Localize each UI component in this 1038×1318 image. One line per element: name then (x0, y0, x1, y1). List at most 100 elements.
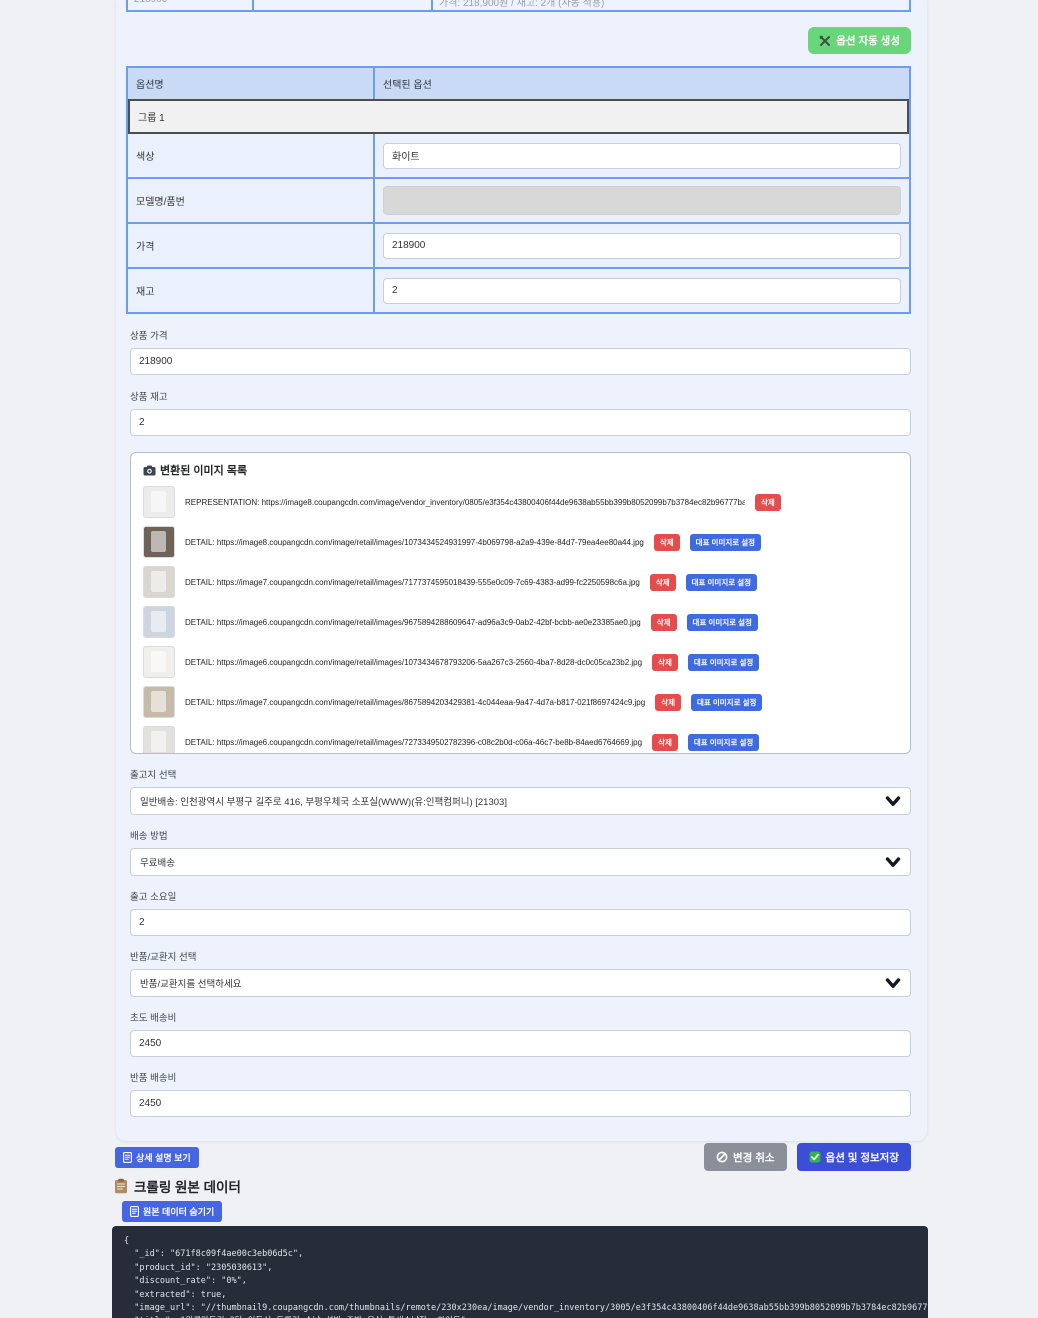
crawl-data-heading: 크롤링 원본 데이터 (114, 1176, 241, 1196)
image-url-text: DETAIL: https://image6.coupangcdn.com/im… (185, 737, 643, 747)
delete-image-button[interactable]: 삭제 (652, 733, 678, 751)
delete-image-button[interactable]: 삭제 (755, 493, 781, 511)
save-options-button[interactable]: 옵션 및 정보저장 (796, 1143, 911, 1171)
shipping-field: 배송 방법 무료배송 (130, 828, 911, 876)
image-url-text: DETAIL: https://image7.coupangcdn.com/im… (185, 577, 640, 587)
set-main-image-button[interactable]: 대표 이미지로 설정 (689, 533, 762, 551)
upper-cell-text: 218900 (134, 0, 246, 5)
shipping-input[interactable] (130, 1030, 911, 1057)
set-main-image-button[interactable]: 대표 이미지로 설정 (691, 693, 763, 711)
option-value-input[interactable] (383, 232, 901, 259)
shipping-input[interactable] (130, 909, 911, 936)
image-row: DETAIL: https://image6.coupangcdn.com/im… (143, 602, 898, 642)
shipping-field-label: 반품/교환지 선택 (130, 952, 197, 963)
delete-image-button[interactable]: 삭제 (652, 653, 678, 671)
auto-generate-row: 옵션 자동 생성 (126, 27, 911, 54)
option-row-label: 재고 (128, 269, 375, 312)
image-row: DETAIL: https://image8.coupangcdn.com/im… (143, 522, 898, 562)
set-main-image-button[interactable]: 대표 이미지로 설정 (686, 613, 758, 631)
footer-buttons-row: 변경 취소 옵션 및 정보저장 (130, 1143, 911, 1171)
option-value-cell (375, 134, 909, 177)
chevron-down-icon (885, 977, 901, 988)
tools-icon (819, 35, 831, 46)
option-value-input[interactable] (383, 142, 901, 169)
product-edit-card: 218900 가격: 218,900원 / 재고: 2개 (자동 적용) 옵션 … (116, 0, 927, 1171)
clipboard-icon (115, 1178, 127, 1194)
set-main-image-button[interactable]: 대표 이미지로 설정 (687, 653, 760, 671)
raw-json-line: "title": "원룸만들기 3단 이동식 트롤리 수납 선반 주방 욕실 틈… (124, 1315, 916, 1318)
raw-json-line: "extracted": true, (124, 1289, 227, 1300)
selected-value-text: 반품/교환지를 선택하세요 (140, 979, 242, 990)
shipping-field-label: 출고 소요일 (130, 892, 177, 903)
options-table-header: 옵션명 선택된 옵션 (128, 68, 909, 99)
option-value-cell (375, 179, 909, 222)
cancel-changes-button[interactable]: 변경 취소 (703, 1143, 787, 1171)
selected-value-text: 무료배송 (140, 858, 175, 869)
shipping-select[interactable]: 일반배송: 인천광역시 부평구 길주로 416, 부평우체국 소포실(WWW)(… (130, 787, 911, 815)
shipping-select[interactable]: 반품/교환지를 선택하세요 (130, 969, 911, 997)
shipping-fields-container: 출고지 선택 일반배송: 인천광역시 부평구 길주로 416, 부평우체국 소포… (116, 767, 927, 1117)
image-row: REPRESENTATION: https://image8.coupangcd… (143, 482, 898, 522)
image-url-text: DETAIL: https://image6.coupangcdn.com/im… (185, 617, 641, 627)
upper-table-cell-2 (254, 0, 433, 10)
chevron-down-icon (885, 795, 901, 806)
shipping-field-label: 출고지 선택 (130, 770, 177, 781)
view-detail-description-button[interactable]: 상세 설명 보기 (115, 1147, 199, 1168)
options-table: 옵션명 선택된 옵션 그룹 1 색상 모델명/품번 (126, 66, 911, 314)
option-value-input[interactable] (383, 277, 901, 304)
hide-raw-data-button[interactable]: 원본 데이터 숨기기 (122, 1201, 223, 1222)
image-url-text: DETAIL: https://image7.coupangcdn.com/im… (185, 697, 646, 707)
image-row: DETAIL: https://image6.coupangcdn.com/im… (143, 722, 898, 753)
cancel-circle-icon (716, 1151, 728, 1163)
option-group-label: 그룹 1 (138, 113, 165, 124)
upper-table-partial: 218900 가격: 218,900원 / 재고: 2개 (자동 적용) (126, 0, 911, 12)
product-stock-label: 상품 재고 (130, 392, 168, 403)
raw-json-block[interactable]: { "_id": "671f8c09f4ae00c3eb06d5c", "pro… (112, 1226, 928, 1318)
delete-image-button[interactable]: 삭제 (650, 613, 677, 631)
image-url-text: REPRESENTATION: https://image8.coupangcd… (185, 497, 745, 507)
option-rows-container: 색상 모델명/품번 가격 (128, 134, 909, 312)
image-thumbnail (143, 606, 175, 638)
option-row-label: 색상 (128, 134, 375, 177)
image-rows-container: REPRESENTATION: https://image8.coupangcd… (143, 482, 898, 753)
shipping-field-label: 반품 배송비 (130, 1073, 177, 1084)
set-main-image-button[interactable]: 대표 이미지로 설정 (685, 573, 758, 591)
set-main-image-button[interactable]: 대표 이미지로 설정 (687, 733, 760, 751)
auto-generate-label: 옵션 자동 생성 (836, 35, 900, 47)
option-value-cell (375, 224, 909, 267)
product-stock-field: 상품 재고 (130, 389, 911, 436)
option-value-cell (375, 269, 909, 312)
option-row-label: 모델명/품번 (128, 179, 375, 222)
shipping-input[interactable] (130, 1090, 911, 1117)
hide-raw-label: 원본 데이터 숨기기 (143, 1207, 215, 1217)
image-thumbnail (143, 646, 175, 678)
product-price-input[interactable] (130, 348, 911, 375)
upper-table-cell-3: 가격: 218,900원 / 재고: 2개 (자동 적용) (433, 0, 909, 10)
image-thumbnail (143, 526, 175, 558)
cancel-changes-label: 변경 취소 (732, 1151, 775, 1164)
shipping-field: 반품 배송비 (130, 1070, 911, 1117)
raw-json-line: "product_id": "2305030613", (124, 1262, 273, 1273)
shipping-select[interactable]: 무료배송 (130, 848, 911, 876)
document-icon (123, 1152, 132, 1163)
auto-generate-options-button[interactable]: 옵션 자동 생성 (808, 27, 911, 54)
product-stock-input[interactable] (130, 409, 911, 436)
image-thumbnail (143, 566, 175, 598)
converted-images-panel: 변환된 이미지 목록 REPRESENTATION: https://image… (130, 452, 911, 754)
option-value-input[interactable] (383, 186, 901, 215)
image-url-text: DETAIL: https://image8.coupangcdn.com/im… (185, 537, 644, 547)
shipping-field-label: 초도 배송비 (130, 1013, 177, 1024)
image-url-text: DETAIL: https://image6.coupangcdn.com/im… (185, 657, 643, 667)
shipping-field: 출고지 선택 일반배송: 인천광역시 부평구 길주로 416, 부평우체국 소포… (130, 767, 911, 815)
converted-images-title: 변환된 이미지 목록 (143, 462, 898, 478)
option-row-label: 가격 (128, 224, 375, 267)
delete-image-button[interactable]: 삭제 (653, 533, 680, 551)
raw-json-line: "image_url": "//thumbnail9.coupangcdn.co… (124, 1303, 928, 1314)
delete-image-button[interactable]: 삭제 (655, 693, 681, 711)
chevron-down-icon (885, 856, 901, 867)
option-row: 모델명/품번 (128, 177, 909, 222)
save-options-label: 옵션 및 정보저장 (825, 1151, 899, 1164)
selected-value-text: 일반배송: 인천광역시 부평구 길주로 416, 부평우체국 소포실(WWW)(… (140, 797, 507, 808)
delete-image-button[interactable]: 삭제 (649, 573, 676, 591)
shipping-field: 초도 배송비 (130, 1010, 911, 1057)
